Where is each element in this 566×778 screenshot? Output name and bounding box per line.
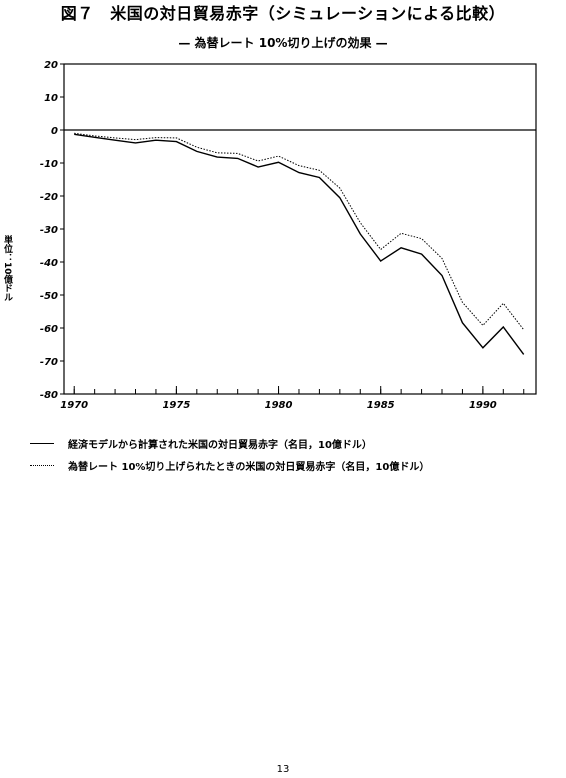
- x-tick-label: 1980: [265, 400, 293, 411]
- y-tick-label: -70: [40, 357, 58, 368]
- legend-swatch-dotted: [30, 465, 54, 466]
- y-tick-label: -50: [40, 291, 58, 302]
- series-line-appreciation: [74, 132, 525, 331]
- x-tick-label: 1970: [60, 400, 88, 411]
- legend-item-model: 経済モデルから計算された米国の対日貿易赤字（名目，10億ドル）: [30, 436, 372, 451]
- y-tick-label: 0: [51, 126, 58, 137]
- legend-label-appreciation: 為替レート 10%切り上げられたときの米国の対日貿易赤字（名目，10億ドル）: [68, 462, 430, 473]
- legend-label-model: 経済モデルから計算された米国の対日貿易赤字（名目，10億ドル）: [68, 440, 372, 451]
- y-tick-label: -40: [40, 258, 58, 269]
- y-tick-label: 10: [44, 93, 58, 104]
- legend-swatch-solid: [30, 443, 54, 444]
- x-tick-label: 1990: [469, 400, 497, 411]
- x-tick-label: 1975: [162, 400, 190, 411]
- figure-title: 図７ 米国の対日貿易赤字（シミュレーションによる比較）: [60, 4, 506, 23]
- x-tick-label: 1985: [367, 400, 395, 411]
- y-tick-label: -20: [40, 192, 58, 203]
- page-number: 13: [276, 764, 290, 775]
- y-tick-label: -30: [40, 225, 58, 236]
- legend-item-appreciation: 為替レート 10%切り上げられたときの米国の対日貿易赤字（名目，10億ドル）: [30, 458, 429, 473]
- series-line-model: [74, 133, 525, 355]
- y-tick-label: 20: [44, 60, 58, 71]
- y-tick-label: -80: [40, 390, 58, 401]
- y-tick-label: -10: [40, 159, 58, 170]
- plot-frame: [63, 63, 537, 395]
- y-tick-label: -60: [40, 324, 58, 335]
- y-axis-label: 単位：10億ドル: [2, 234, 12, 302]
- figure-subtitle: — 為替レート 10%切り上げの効果 —: [178, 36, 388, 50]
